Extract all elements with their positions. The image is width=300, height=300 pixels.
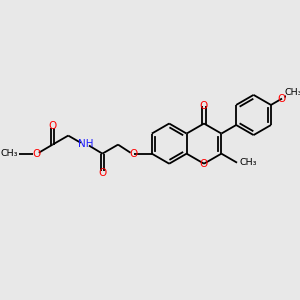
- Text: CH₃: CH₃: [284, 88, 300, 97]
- Text: O: O: [32, 149, 40, 159]
- Text: O: O: [200, 159, 208, 169]
- Text: O: O: [277, 94, 285, 104]
- Text: O: O: [48, 121, 57, 131]
- Text: O: O: [130, 149, 138, 159]
- Text: O: O: [98, 168, 106, 178]
- Text: NH: NH: [78, 139, 93, 149]
- Text: O: O: [200, 100, 208, 110]
- Text: CH₃: CH₃: [240, 158, 257, 167]
- Text: CH₃: CH₃: [0, 149, 18, 158]
